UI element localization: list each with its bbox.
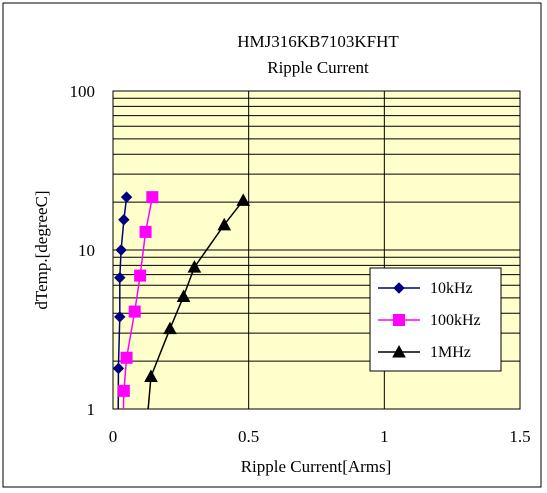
data-point (118, 214, 130, 226)
data-point (128, 305, 141, 318)
y-tick-label: 100 (70, 82, 96, 101)
legend-label: 100kHz (430, 312, 481, 329)
legend-marker (393, 282, 405, 294)
chart-subtitle: Ripple Current (267, 58, 369, 77)
x-tick-label: 1.5 (509, 427, 530, 446)
data-point (236, 193, 251, 206)
legend-marker (392, 344, 406, 358)
data-point (114, 271, 126, 284)
y-axis-label: dTemp.[degreeC] (32, 190, 51, 309)
series-1MHz (144, 193, 251, 410)
chart-title: HMJ316KB7103KFHT (237, 32, 399, 51)
data-point (117, 384, 130, 397)
x-axis-label: Ripple Current[Arms] (241, 457, 392, 476)
data-point (115, 244, 127, 256)
x-tick-label: 1 (380, 427, 389, 446)
series-100kHz (117, 191, 159, 410)
data-point (134, 269, 147, 282)
data-point (176, 289, 191, 302)
series-line (150, 199, 244, 377)
legend-marker (393, 314, 405, 326)
data-point (120, 351, 133, 364)
data-point (114, 311, 126, 323)
data-point (217, 217, 232, 231)
legend-label: 10kHz (430, 280, 473, 297)
data-point (120, 191, 133, 203)
data-point (163, 321, 177, 335)
data-point (187, 260, 202, 273)
tick-labels: 0 0.5 1 1.5 1 10 100 (70, 82, 531, 446)
plot-border (112, 90, 521, 410)
y-tick-label: 1 (87, 400, 96, 419)
x-tick-label: 0.5 (238, 427, 259, 446)
y-tick-label: 10 (78, 241, 95, 260)
data-point (139, 225, 152, 238)
series-10kHz (112, 191, 133, 410)
series-layer (112, 191, 251, 410)
legend-label: 1MHz (430, 344, 471, 361)
data-point (144, 369, 158, 383)
x-tick-label: 0 (109, 427, 118, 446)
legend: 10kHz 100kHz 1MHz (369, 267, 502, 372)
data-point (112, 362, 125, 375)
data-point (146, 191, 159, 204)
